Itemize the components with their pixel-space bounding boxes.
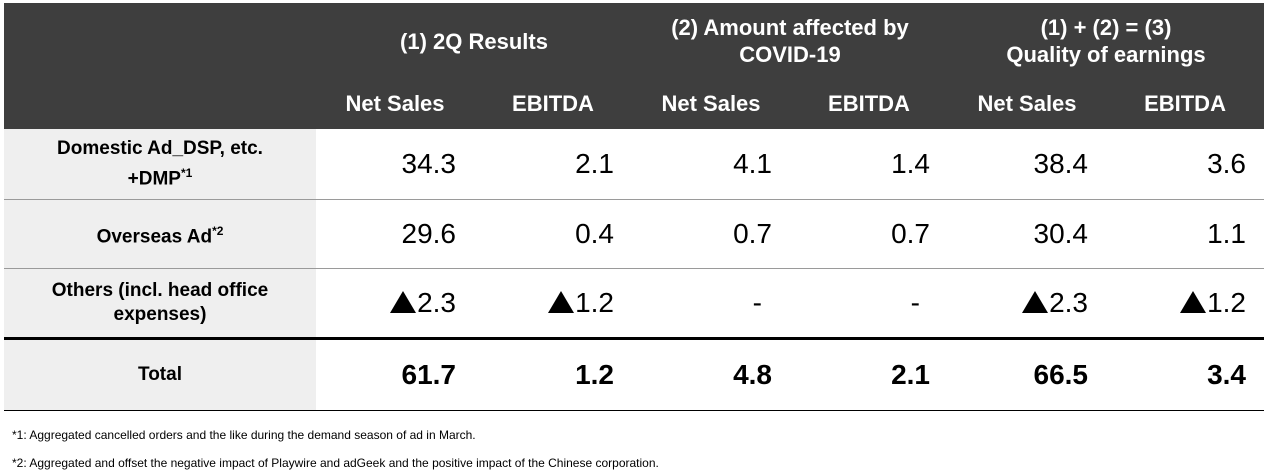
black-up-triangle-icon <box>390 291 417 313</box>
cell-value: 1.2 <box>1106 268 1265 340</box>
cell-value: 0.7 <box>790 199 948 269</box>
cell-value: 4.1 <box>632 129 790 200</box>
cell-value: 2.1 <box>474 129 632 200</box>
col-header-ebitda: EBITDA <box>1106 79 1265 129</box>
table-row: Overseas Ad*2 29.6 0.4 0.7 0.7 30.4 1.1 <box>4 199 1265 269</box>
cell-value: 38.4 <box>948 129 1106 200</box>
row-label: Total <box>4 338 316 411</box>
cell-value: 1.2 <box>474 268 632 340</box>
row-label: Overseas Ad*2 <box>4 199 316 269</box>
footnote-2: *2: Aggregated and offset the negative i… <box>12 456 659 470</box>
cell-value: 2.3 <box>948 268 1106 340</box>
cell-value: 2.1 <box>790 338 948 411</box>
table-row: Others (incl. head office expenses) 2.3 1… <box>4 268 1265 340</box>
col-header-ebitda: EBITDA <box>474 79 632 129</box>
black-up-triangle-icon <box>548 291 575 313</box>
cell-value: 30.4 <box>948 199 1106 269</box>
cell-value: 4.8 <box>632 338 790 411</box>
black-up-triangle-icon <box>1180 291 1207 313</box>
col-header-ebitda: EBITDA <box>790 79 948 129</box>
cell-value: 29.6 <box>316 199 474 269</box>
cell-value: 1.4 <box>790 129 948 200</box>
cell-value: 34.3 <box>316 129 474 200</box>
table-row: Domestic Ad_DSP, etc. +DMP*1 34.3 2.1 4.1… <box>4 129 1265 200</box>
row-label: Others (incl. head office expenses) <box>4 268 316 340</box>
black-up-triangle-icon <box>1022 291 1049 313</box>
row-label: Domestic Ad_DSP, etc. +DMP*1 <box>4 129 316 200</box>
header-corner <box>4 3 316 79</box>
quality-of-earnings-table: (1) 2Q Results (2) Amount affected by COV… <box>4 3 1265 411</box>
footnote-1: *1: Aggregated cancelled orders and the … <box>12 428 476 442</box>
table-row-total: Total 61.7 1.2 4.8 2.1 66.5 3.4 <box>4 338 1265 411</box>
cell-value: 2.3 <box>316 268 474 340</box>
cell-value: 0.7 <box>632 199 790 269</box>
col-header-net-sales: Net Sales <box>632 79 790 129</box>
cell-value: 1.2 <box>474 338 632 411</box>
cell-value: 3.6 <box>1106 129 1265 200</box>
header-corner-sub <box>4 79 316 129</box>
cell-value: 61.7 <box>316 338 474 411</box>
cell-value: - <box>790 268 948 340</box>
cell-value: 66.5 <box>948 338 1106 411</box>
cell-value: - <box>632 268 790 340</box>
cell-value: 0.4 <box>474 199 632 269</box>
header-quality-of-earnings: (1) + (2) = (3) Quality of earnings <box>948 3 1265 79</box>
header-2q-results: (1) 2Q Results <box>316 3 632 79</box>
cell-value: 1.1 <box>1106 199 1265 269</box>
cell-value: 3.4 <box>1106 338 1265 411</box>
col-header-net-sales: Net Sales <box>316 79 474 129</box>
header-covid-affected: (2) Amount affected by COVID-19 <box>632 3 948 79</box>
col-header-net-sales: Net Sales <box>948 79 1106 129</box>
